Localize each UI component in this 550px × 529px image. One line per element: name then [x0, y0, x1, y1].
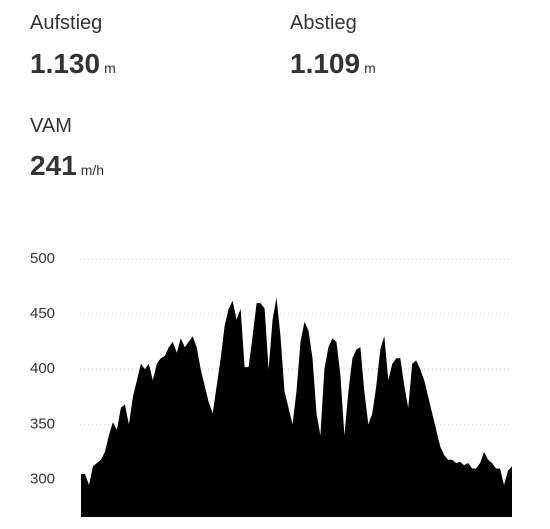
stat-value: 1.130 m: [30, 48, 116, 79]
stat-label: VAM: [30, 115, 72, 137]
stat-unit: m: [104, 60, 116, 76]
stat-label: Abstieg: [290, 12, 357, 34]
stat-unit: m: [364, 60, 376, 76]
elevation-chart: 300 350 400 450 500: [30, 250, 512, 517]
elevation-area: [81, 297, 512, 517]
stat-label: Aufstieg: [30, 12, 102, 34]
y-tick-label: 450: [30, 305, 55, 322]
y-tick-label: 300: [30, 470, 55, 487]
stat-number: 1.130: [30, 48, 100, 79]
y-tick-label: 400: [30, 360, 55, 377]
stat-value: 1.109 m: [290, 48, 376, 79]
y-tick-label: 500: [30, 250, 55, 267]
y-tick-label: 350: [30, 415, 55, 432]
stat-unit: m/h: [81, 162, 104, 178]
stat-value: 241 m/h: [30, 150, 104, 181]
stat-number: 241: [30, 150, 77, 181]
stat-number: 1.109: [290, 48, 360, 79]
